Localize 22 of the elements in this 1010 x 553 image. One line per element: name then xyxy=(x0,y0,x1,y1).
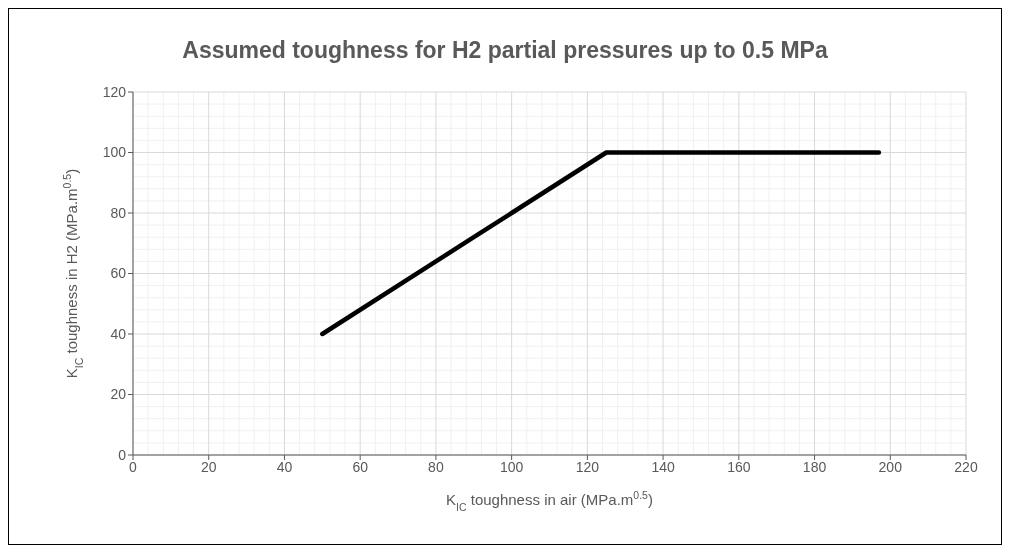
x-axis-title: K$_{IC}$ toughness in air (MPa.m$^{0.5}$) xyxy=(446,489,653,513)
y-tick-label: 40 xyxy=(110,325,127,342)
x-tick-label: 0 xyxy=(129,458,138,475)
x-tick-label: 120 xyxy=(575,458,600,475)
x-tick-label: 140 xyxy=(651,458,675,475)
x-tick-label: 200 xyxy=(878,458,903,475)
chart-title: Assumed toughness for H2 partial pressures up to 0.5 MPa xyxy=(181,37,829,64)
y-tick-label: 60 xyxy=(110,265,127,282)
x-tick-label: 20 xyxy=(200,458,217,475)
y-tick-label: 120 xyxy=(102,83,127,100)
x-tick-label: 40 xyxy=(276,458,293,475)
y-tick-label: 20 xyxy=(110,386,127,403)
x-tick-label: 160 xyxy=(727,458,751,475)
x-tick-label: 80 xyxy=(428,458,444,475)
y-tick-label: 100 xyxy=(102,144,127,161)
y-tick-label: 80 xyxy=(110,204,127,221)
line-series xyxy=(320,150,882,337)
x-tick-label: 60 xyxy=(352,458,369,475)
y-tick-label: 0 xyxy=(118,446,127,463)
x-tick-label: 220 xyxy=(954,458,978,475)
x-tick-label: 180 xyxy=(802,458,827,475)
x-tick-label: 100 xyxy=(499,458,524,475)
